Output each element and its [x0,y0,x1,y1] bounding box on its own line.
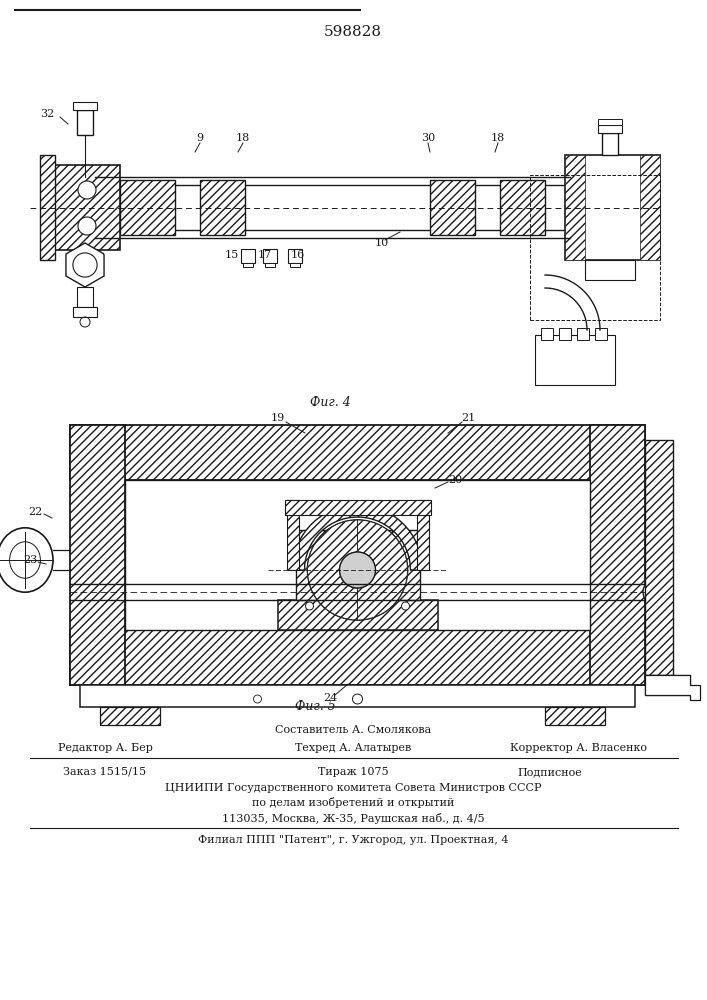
Bar [241,249,255,263]
Bar [602,133,618,155]
Polygon shape [308,520,358,620]
Circle shape [254,695,262,703]
Circle shape [402,602,409,610]
Text: 30: 30 [421,133,435,143]
Text: 16: 16 [291,250,305,260]
Circle shape [339,552,375,588]
Polygon shape [66,243,104,287]
Bar [80,685,635,707]
Bar [645,440,673,675]
Bar [545,707,605,725]
Text: Подписное: Подписное [518,767,583,777]
Bar [535,335,615,385]
Polygon shape [645,675,700,700]
Bar [120,180,175,235]
Bar [77,110,93,135]
Text: Редактор А. Бер: Редактор А. Бер [57,743,153,753]
Bar [288,249,302,263]
Bar [416,500,428,570]
Bar [70,630,645,685]
Text: 20: 20 [448,475,462,485]
Bar [598,125,622,133]
Bar [263,249,277,263]
Text: 18: 18 [236,133,250,143]
Bar [645,675,690,695]
Text: Фиг. 5: Фиг. 5 [295,700,335,714]
Text: Филиал ППП "Патент", г. Ужгород, ул. Проектная, 4: Филиал ППП "Патент", г. Ужгород, ул. Про… [198,835,508,845]
Bar [296,510,419,530]
Bar [541,328,553,340]
Bar [640,155,660,260]
Bar [565,155,585,260]
Text: 19: 19 [271,413,285,423]
Bar [284,500,431,515]
Bar [290,263,300,267]
Polygon shape [293,505,423,570]
Bar [55,165,120,250]
Circle shape [78,181,96,199]
Bar [73,307,97,317]
Circle shape [305,602,313,610]
Bar [243,263,253,267]
Text: 15: 15 [225,250,239,260]
Bar [577,328,589,340]
Bar [590,425,645,685]
Text: 10: 10 [375,238,389,248]
Bar [585,260,635,280]
Bar [200,180,245,235]
Text: Техред А. Алатырев: Техред А. Алатырев [295,743,411,753]
Bar [565,155,660,260]
Bar [559,328,571,340]
Bar [265,263,275,267]
Text: 18: 18 [491,133,505,143]
Text: 9: 9 [197,133,204,143]
Circle shape [353,694,363,704]
Bar [70,425,645,480]
Polygon shape [358,520,407,620]
Bar [95,185,570,230]
Circle shape [308,520,407,620]
Text: Фиг. 4: Фиг. 4 [310,396,351,410]
Bar [296,510,324,600]
Bar [73,102,97,110]
Circle shape [78,217,96,235]
Text: Составитель А. Смолякова: Составитель А. Смолякова [275,725,431,735]
Text: 22: 22 [28,507,42,517]
Bar [77,287,93,307]
Text: Тираж 1075: Тираж 1075 [317,767,388,777]
Bar [40,155,55,260]
Bar [125,480,590,630]
Ellipse shape [0,528,53,592]
Text: 17: 17 [258,250,272,260]
Bar [530,175,660,320]
Text: Корректор А. Власенко: Корректор А. Власенко [510,743,646,753]
Text: 24: 24 [323,693,337,703]
Circle shape [643,580,667,604]
Text: 21: 21 [461,413,475,423]
Bar [286,500,298,570]
Text: 113035, Москва, Ж-35, Раушская наб., д. 4/5: 113035, Москва, Ж-35, Раушская наб., д. … [222,812,484,824]
Bar [278,600,438,630]
Bar [598,119,622,125]
Text: 23: 23 [23,555,37,565]
Bar [392,510,419,600]
Text: 32: 32 [40,109,54,119]
Bar [500,180,545,235]
Text: ЦНИИПИ Государственного комитета Совета Министров СССР: ЦНИИПИ Государственного комитета Совета … [165,783,542,793]
Text: 598828: 598828 [324,25,382,39]
Bar [430,180,475,235]
Bar [70,425,125,685]
Bar [595,328,607,340]
Bar [100,707,160,725]
Text: по делам изобретений и открытий: по делам изобретений и открытий [252,798,454,808]
Text: Заказ 1515/15: Заказ 1515/15 [64,767,146,777]
